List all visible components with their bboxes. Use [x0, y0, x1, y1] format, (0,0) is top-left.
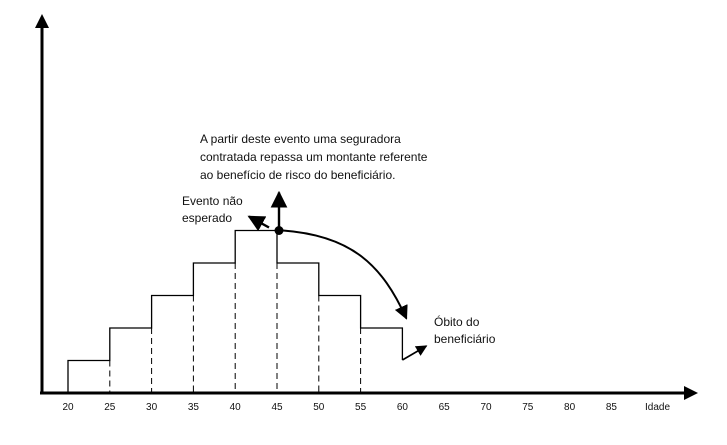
dashed-guides	[109, 263, 362, 393]
x-tick-label: 30	[146, 402, 158, 413]
x-tick-label: 65	[439, 402, 451, 413]
event-description-line-3: ao benefício de risco do beneficiário.	[200, 168, 395, 182]
benefit-step-profile	[67, 229, 404, 393]
event-description-line-1: A partir deste evento uma seguradora	[200, 132, 401, 146]
x-tick-label: 60	[397, 402, 409, 413]
x-tick-label: 75	[522, 402, 534, 413]
x-axis-arrow-icon	[684, 386, 698, 400]
death-curve-arrow-icon	[282, 229, 408, 320]
x-tick-label: 50	[313, 402, 325, 413]
death-label-line-1: Óbito do	[434, 314, 480, 329]
x-tick-label: 85	[606, 402, 618, 413]
death-label-line-2: beneficiário	[434, 332, 496, 346]
x-tick-label: 80	[564, 402, 576, 413]
event-description-line-2: contratada repassa um montante referente	[200, 150, 428, 164]
event-point	[274, 226, 284, 235]
x-tick-label: 40	[230, 402, 242, 413]
x-tick-labels: 20 25 30 35 40 45 50 55 60 65 70 75 80 85	[62, 402, 617, 413]
x-tick-label: 70	[480, 402, 492, 413]
x-tick-label: 25	[104, 402, 116, 413]
x-tick-label: 20	[62, 402, 74, 413]
unexpected-event-label-line-1: Evento não	[182, 194, 243, 208]
x-tick-label: 45	[271, 402, 283, 413]
unexpected-event-arrow-icon	[247, 215, 270, 232]
x-tick-label: 35	[188, 402, 200, 413]
x-tick-label: 55	[355, 402, 367, 413]
unexpected-event-label-line-2: esperado	[182, 211, 232, 225]
x-axis-label: Idade	[645, 402, 670, 413]
y-axis-arrow-icon	[35, 14, 49, 28]
death-arrow-icon	[401, 345, 428, 361]
